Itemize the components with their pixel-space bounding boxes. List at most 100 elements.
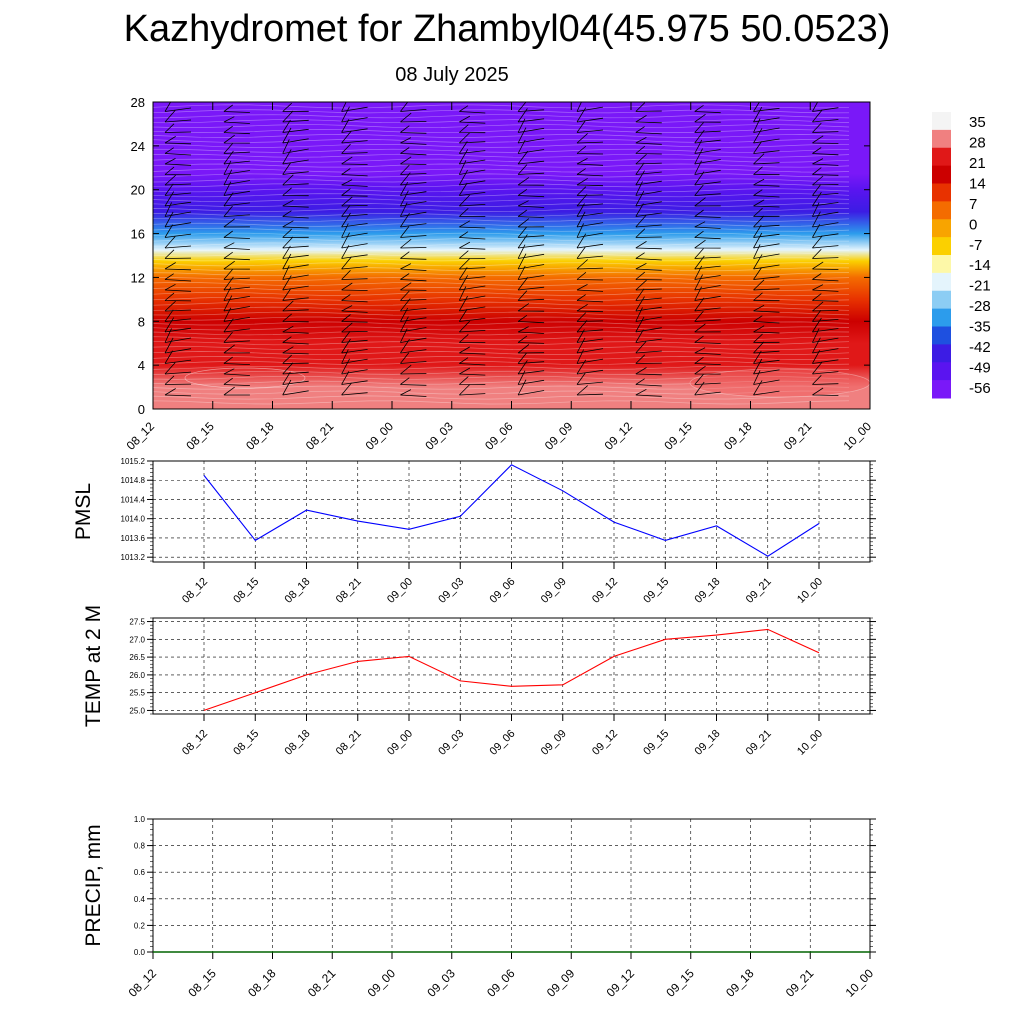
wind-barb: [459, 334, 486, 343]
y-tick-label: 0: [138, 402, 145, 417]
wind-barb: [341, 212, 368, 228]
wind-barb: [694, 239, 721, 249]
wind-barb: [400, 125, 427, 134]
wind-barb: [812, 375, 839, 385]
colorbar-swatch: [932, 272, 951, 292]
wind-barb: [223, 260, 250, 270]
wind-barb: [164, 328, 192, 343]
wind-barb: [753, 189, 780, 198]
x-tick-label: 09_21: [783, 966, 817, 1000]
wind-barb: [753, 199, 780, 208]
contour-line: [153, 331, 850, 336]
wind-barb: [400, 226, 427, 238]
wind-barb: [282, 288, 309, 301]
wind-barb: [871, 127, 897, 134]
x-tick-label: 09_09: [539, 576, 569, 606]
wind-barb: [812, 328, 839, 343]
y-tick-label: 26.5: [129, 653, 145, 662]
x-tick-label: 09_06: [488, 728, 518, 758]
contour-line: [153, 321, 850, 326]
contour-line: [153, 227, 850, 232]
wind-barb: [694, 113, 721, 123]
wind-barb: [753, 279, 780, 291]
wind-barb: [164, 292, 192, 302]
contour-line: [153, 286, 850, 291]
contour-line: [153, 119, 850, 124]
wind-barb: [282, 245, 309, 259]
colorbar-label: -49: [969, 359, 991, 376]
contour-line: [153, 217, 850, 222]
wind-barb: [812, 235, 839, 249]
wind-barb: [164, 123, 192, 133]
wind-barb: [341, 119, 368, 133]
wind-barb: [341, 358, 368, 375]
wind-barb: [400, 364, 427, 375]
wind-barb: [400, 156, 427, 165]
wind-barb: [282, 228, 309, 238]
wind-barb: [576, 294, 604, 303]
y-axis-label: TEMP at 2 M: [82, 605, 105, 727]
x-tick-label: 10_00: [795, 576, 825, 606]
wind-barb: [576, 259, 604, 270]
wind-barb: [282, 300, 309, 312]
wind-barb: [812, 317, 839, 333]
wind-barb: [282, 127, 309, 144]
wind-barb: [341, 205, 368, 217]
wind-barb: [871, 243, 897, 250]
wind-barb: [753, 207, 780, 217]
wind-barb: [282, 346, 309, 355]
wind-barb: [400, 352, 427, 364]
wind-barb: [635, 316, 662, 333]
wind-barb: [164, 337, 192, 354]
wind-barb: [694, 104, 721, 114]
contour-line: [153, 242, 850, 247]
colorbar-swatch: [932, 183, 951, 202]
contour-line: [153, 291, 850, 296]
contour-line: [153, 356, 850, 360]
y-tick-label: 12: [131, 270, 145, 285]
wind-barb: [400, 290, 427, 301]
wind-barb: [517, 188, 545, 198]
colorbar-swatch: [932, 165, 951, 184]
x-tick-label: 09_12: [590, 728, 620, 758]
wind-barb: [341, 130, 368, 144]
wind-barb: [635, 307, 662, 322]
wind-barb: [635, 329, 662, 343]
x-tick-label: 09_18: [721, 419, 755, 453]
wind-barb: [459, 367, 486, 376]
wind-barb: [753, 215, 780, 228]
y-tick-label: 16: [131, 227, 145, 242]
wind-barb: [576, 372, 604, 385]
wind-barb: [871, 379, 897, 386]
wind-barb: [223, 386, 250, 396]
wind-barb: [400, 164, 427, 175]
wind-barb: [871, 105, 897, 113]
x-tick-label: 09_21: [744, 576, 774, 606]
contour-line: [153, 104, 850, 109]
wind-barb: [164, 388, 192, 397]
wind-barb: [400, 316, 427, 333]
y-tick-label: 20: [131, 183, 145, 198]
wind-barb: [164, 236, 192, 249]
wind-barb: [871, 262, 897, 270]
contour-line: [153, 395, 850, 400]
wind-barb: [400, 190, 427, 207]
wind-barb: [871, 278, 897, 290]
wind-barb: [812, 301, 839, 312]
wind-barb: [753, 166, 780, 176]
wind-barb: [753, 128, 780, 144]
wind-barb: [576, 102, 604, 112]
wind-barb: [871, 136, 897, 144]
wind-barb: [812, 109, 839, 123]
wind-barb: [753, 341, 780, 354]
wind-barb: [458, 169, 486, 186]
wind-barb: [753, 380, 780, 396]
wind-barb: [459, 320, 486, 333]
x-tick-label: 08_21: [303, 419, 337, 453]
series-line: [203, 628, 820, 711]
wind-barb: [871, 388, 897, 396]
wind-barb: [694, 171, 721, 186]
y-tick-label: 26.0: [129, 671, 145, 680]
wind-barb: [341, 338, 368, 354]
wind-barb: [459, 346, 486, 355]
